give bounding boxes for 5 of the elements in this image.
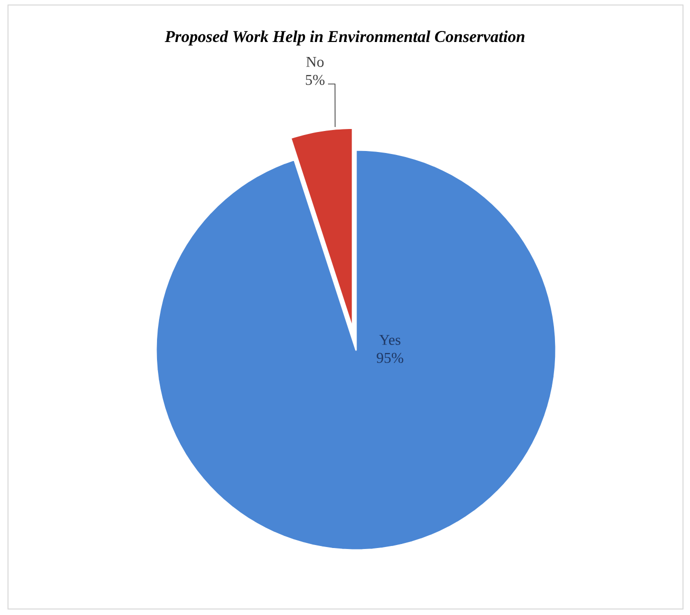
chart-title: Proposed Work Help in Environmental Conservation [164,30,524,46]
data-label: 5% [306,74,324,86]
slice-label: Yes [379,334,400,345]
data-label: 95% [376,352,404,363]
slice-label: No [306,56,324,67]
